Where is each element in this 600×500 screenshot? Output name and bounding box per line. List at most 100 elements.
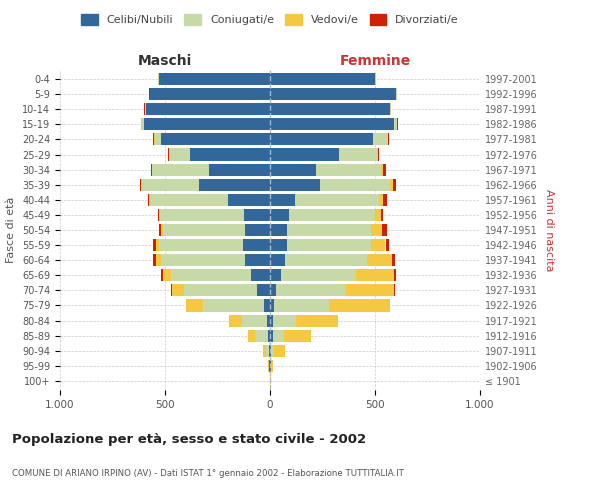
Bar <box>270 103 390 116</box>
Bar <box>375 209 382 221</box>
Bar <box>267 314 270 326</box>
Text: Femmine: Femmine <box>340 54 410 68</box>
Bar <box>161 254 245 266</box>
Bar <box>203 300 264 312</box>
Bar <box>270 300 274 312</box>
Bar <box>270 224 287 236</box>
Bar <box>257 284 270 296</box>
Text: COMUNE DI ARIANO IRPINO (AV) - Dati ISTAT 1° gennaio 2002 - Elaborazione TUTTITA: COMUNE DI ARIANO IRPINO (AV) - Dati ISTA… <box>12 469 404 478</box>
Bar <box>152 164 209 175</box>
Bar <box>159 224 161 236</box>
Bar <box>270 134 373 145</box>
Bar <box>379 194 383 206</box>
Bar <box>270 164 316 175</box>
Bar <box>256 330 268 342</box>
Bar <box>273 314 296 326</box>
Bar <box>386 239 389 251</box>
Bar <box>270 330 273 342</box>
Bar <box>161 224 163 236</box>
Bar <box>245 254 270 266</box>
Bar <box>161 134 270 145</box>
Bar <box>155 254 161 266</box>
Bar <box>320 178 390 191</box>
Bar <box>270 194 295 206</box>
Bar <box>251 269 270 281</box>
Bar <box>186 300 203 312</box>
Text: Popolazione per età, sesso e stato civile - 2002: Popolazione per età, sesso e stato civil… <box>12 432 366 446</box>
Bar <box>270 209 289 221</box>
Bar <box>371 224 382 236</box>
Bar <box>346 284 394 296</box>
Bar <box>287 239 371 251</box>
Bar <box>270 73 375 85</box>
Bar <box>154 134 155 145</box>
Bar <box>248 330 256 342</box>
Bar <box>141 178 142 191</box>
Bar <box>168 148 169 160</box>
Bar <box>140 178 141 191</box>
Bar <box>270 314 273 326</box>
Bar <box>158 209 160 221</box>
Bar <box>329 300 390 312</box>
Bar <box>149 194 151 206</box>
Bar <box>269 344 270 357</box>
Bar <box>151 194 228 206</box>
Bar <box>390 103 391 116</box>
Bar <box>163 269 172 281</box>
Bar <box>270 88 396 100</box>
Bar <box>392 254 395 266</box>
Bar <box>270 254 285 266</box>
Bar <box>393 178 396 191</box>
Bar <box>172 284 184 296</box>
Bar <box>340 148 377 160</box>
Bar <box>270 178 320 191</box>
Bar <box>184 284 257 296</box>
Bar <box>269 360 270 372</box>
Bar <box>245 224 270 236</box>
Bar <box>271 360 274 372</box>
Bar <box>371 239 385 251</box>
Bar <box>396 88 397 100</box>
Bar <box>274 344 285 357</box>
Bar <box>158 209 159 221</box>
Bar <box>153 254 155 266</box>
Bar <box>390 178 393 191</box>
Bar <box>295 194 379 206</box>
Bar <box>155 134 161 145</box>
Bar <box>264 300 270 312</box>
Bar <box>160 209 244 221</box>
Bar <box>373 134 388 145</box>
Bar <box>158 239 242 251</box>
Bar <box>383 164 386 175</box>
Bar <box>172 269 251 281</box>
Bar <box>155 239 159 251</box>
Bar <box>266 344 269 357</box>
Bar <box>148 194 149 206</box>
Bar <box>382 224 386 236</box>
Bar <box>390 300 391 312</box>
Bar <box>270 269 281 281</box>
Bar <box>296 314 338 326</box>
Bar <box>244 209 270 221</box>
Text: Maschi: Maschi <box>138 54 192 68</box>
Bar <box>270 284 277 296</box>
Bar <box>270 148 340 160</box>
Bar <box>394 284 395 296</box>
Bar <box>273 330 284 342</box>
Bar <box>289 209 375 221</box>
Bar <box>394 269 397 281</box>
Bar <box>169 148 190 160</box>
Bar <box>153 239 155 251</box>
Bar <box>163 224 245 236</box>
Bar <box>242 314 267 326</box>
Bar <box>287 224 371 236</box>
Legend: Celibi/Nubili, Coniugati/e, Vedovi/e, Divorziati/e: Celibi/Nubili, Coniugati/e, Vedovi/e, Di… <box>78 10 462 29</box>
Y-axis label: Anni di nascita: Anni di nascita <box>544 188 554 271</box>
Bar <box>316 164 382 175</box>
Bar <box>270 239 287 251</box>
Bar <box>242 239 270 251</box>
Bar <box>190 148 270 160</box>
Bar <box>281 269 356 281</box>
Bar <box>377 148 378 160</box>
Bar <box>382 164 383 175</box>
